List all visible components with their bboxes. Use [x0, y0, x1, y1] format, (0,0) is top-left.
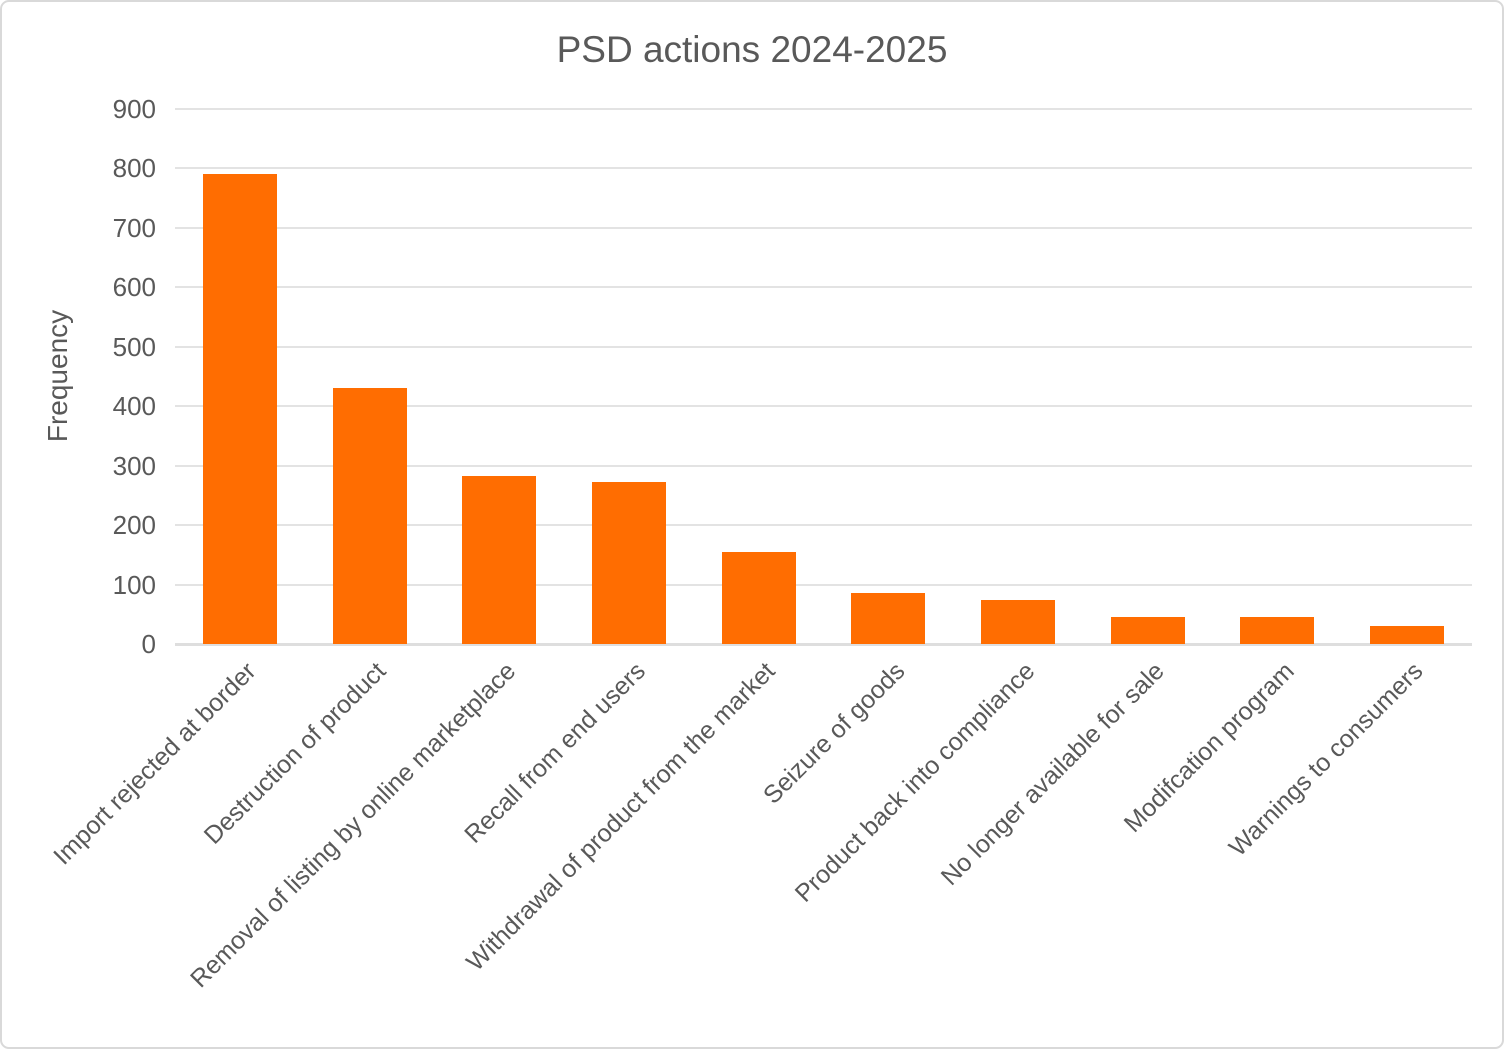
gridline [175, 108, 1472, 110]
bar-4 [591, 481, 666, 644]
y-tick-label: 200 [112, 510, 156, 541]
x-category-label: Product back into compliance [789, 657, 1040, 908]
bar-3 [462, 476, 537, 644]
y-tick-label: 300 [112, 450, 156, 481]
y-tick-label: 800 [112, 153, 156, 184]
gridline [175, 524, 1472, 527]
gridline [175, 226, 1472, 229]
x-axis-baseline [175, 643, 1472, 646]
gridline [175, 345, 1472, 348]
bar-5 [721, 551, 796, 644]
gridline [175, 286, 1472, 289]
gridline [175, 583, 1472, 586]
chart-title: PSD actions 2024-2025 [556, 29, 948, 70]
y-tick-label: 900 [112, 94, 156, 124]
x-category-label: No longer available for sale [935, 657, 1170, 892]
y-tick-label: 700 [112, 212, 156, 243]
y-tick-label: 500 [112, 331, 156, 362]
bar-8 [1110, 616, 1185, 644]
bar-2 [332, 388, 407, 644]
y-tick-label: 0 [141, 629, 156, 659]
y-tick-label: 400 [112, 391, 156, 422]
x-category-label: Seizure of goods [757, 657, 911, 810]
y-tick-label: 100 [112, 569, 156, 600]
bar-1 [202, 174, 277, 644]
y-tick-label: 600 [112, 272, 156, 303]
bar-9 [1240, 617, 1315, 644]
bar-6 [851, 593, 926, 644]
gridline [175, 464, 1472, 467]
gridline [175, 167, 1472, 170]
bar-7 [981, 600, 1056, 644]
gridline [175, 405, 1472, 408]
bar-10 [1370, 626, 1445, 644]
